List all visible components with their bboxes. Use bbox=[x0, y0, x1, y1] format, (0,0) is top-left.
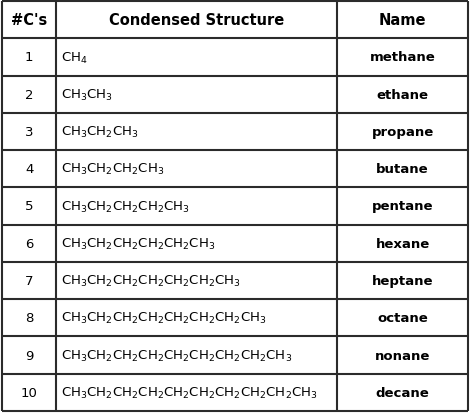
Text: hexane: hexane bbox=[376, 237, 430, 250]
Text: CH$_4$: CH$_4$ bbox=[62, 50, 88, 65]
Text: CH$_3$CH$_2$CH$_2$CH$_3$: CH$_3$CH$_2$CH$_2$CH$_3$ bbox=[62, 162, 164, 177]
Text: #C's: #C's bbox=[11, 13, 47, 28]
Text: 3: 3 bbox=[25, 126, 33, 139]
Text: CH$_3$CH$_2$CH$_2$CH$_2$CH$_2$CH$_3$: CH$_3$CH$_2$CH$_2$CH$_2$CH$_2$CH$_3$ bbox=[62, 236, 216, 251]
Text: 10: 10 bbox=[21, 386, 38, 399]
Text: ethane: ethane bbox=[376, 88, 429, 102]
Text: CH$_3$CH$_2$CH$_2$CH$_2$CH$_2$CH$_2$CH$_3$: CH$_3$CH$_2$CH$_2$CH$_2$CH$_2$CH$_2$CH$_… bbox=[62, 273, 242, 288]
Text: pentane: pentane bbox=[372, 200, 433, 213]
Text: 4: 4 bbox=[25, 163, 33, 176]
Text: CH$_3$CH$_3$: CH$_3$CH$_3$ bbox=[62, 88, 114, 102]
Text: CH$_3$CH$_2$CH$_2$CH$_2$CH$_2$CH$_2$CH$_2$CH$_3$: CH$_3$CH$_2$CH$_2$CH$_2$CH$_2$CH$_2$CH$_… bbox=[62, 311, 267, 325]
Text: butane: butane bbox=[376, 163, 429, 176]
Text: 5: 5 bbox=[25, 200, 33, 213]
Text: heptane: heptane bbox=[372, 274, 433, 287]
Text: decane: decane bbox=[376, 386, 430, 399]
Text: 2: 2 bbox=[25, 88, 33, 102]
Text: 8: 8 bbox=[25, 311, 33, 325]
Text: Condensed Structure: Condensed Structure bbox=[109, 13, 284, 28]
Text: CH$_3$CH$_2$CH$_2$CH$_2$CH$_3$: CH$_3$CH$_2$CH$_2$CH$_2$CH$_3$ bbox=[62, 199, 190, 214]
Text: CH$_3$CH$_2$CH$_2$CH$_2$CH$_2$CH$_2$CH$_2$CH$_2$CH$_3$: CH$_3$CH$_2$CH$_2$CH$_2$CH$_2$CH$_2$CH$_… bbox=[62, 348, 293, 363]
Text: propane: propane bbox=[371, 126, 434, 139]
Text: CH$_3$CH$_2$CH$_2$CH$_2$CH$_2$CH$_2$CH$_2$CH$_2$CH$_2$CH$_3$: CH$_3$CH$_2$CH$_2$CH$_2$CH$_2$CH$_2$CH$_… bbox=[62, 385, 318, 400]
Text: 7: 7 bbox=[25, 274, 33, 287]
Text: CH$_3$CH$_2$CH$_3$: CH$_3$CH$_2$CH$_3$ bbox=[62, 125, 139, 140]
Text: 6: 6 bbox=[25, 237, 33, 250]
Text: octane: octane bbox=[377, 311, 428, 325]
Text: methane: methane bbox=[369, 51, 435, 64]
Text: nonane: nonane bbox=[375, 349, 430, 362]
Text: Name: Name bbox=[379, 13, 426, 28]
Text: 1: 1 bbox=[25, 51, 33, 64]
Text: 9: 9 bbox=[25, 349, 33, 362]
